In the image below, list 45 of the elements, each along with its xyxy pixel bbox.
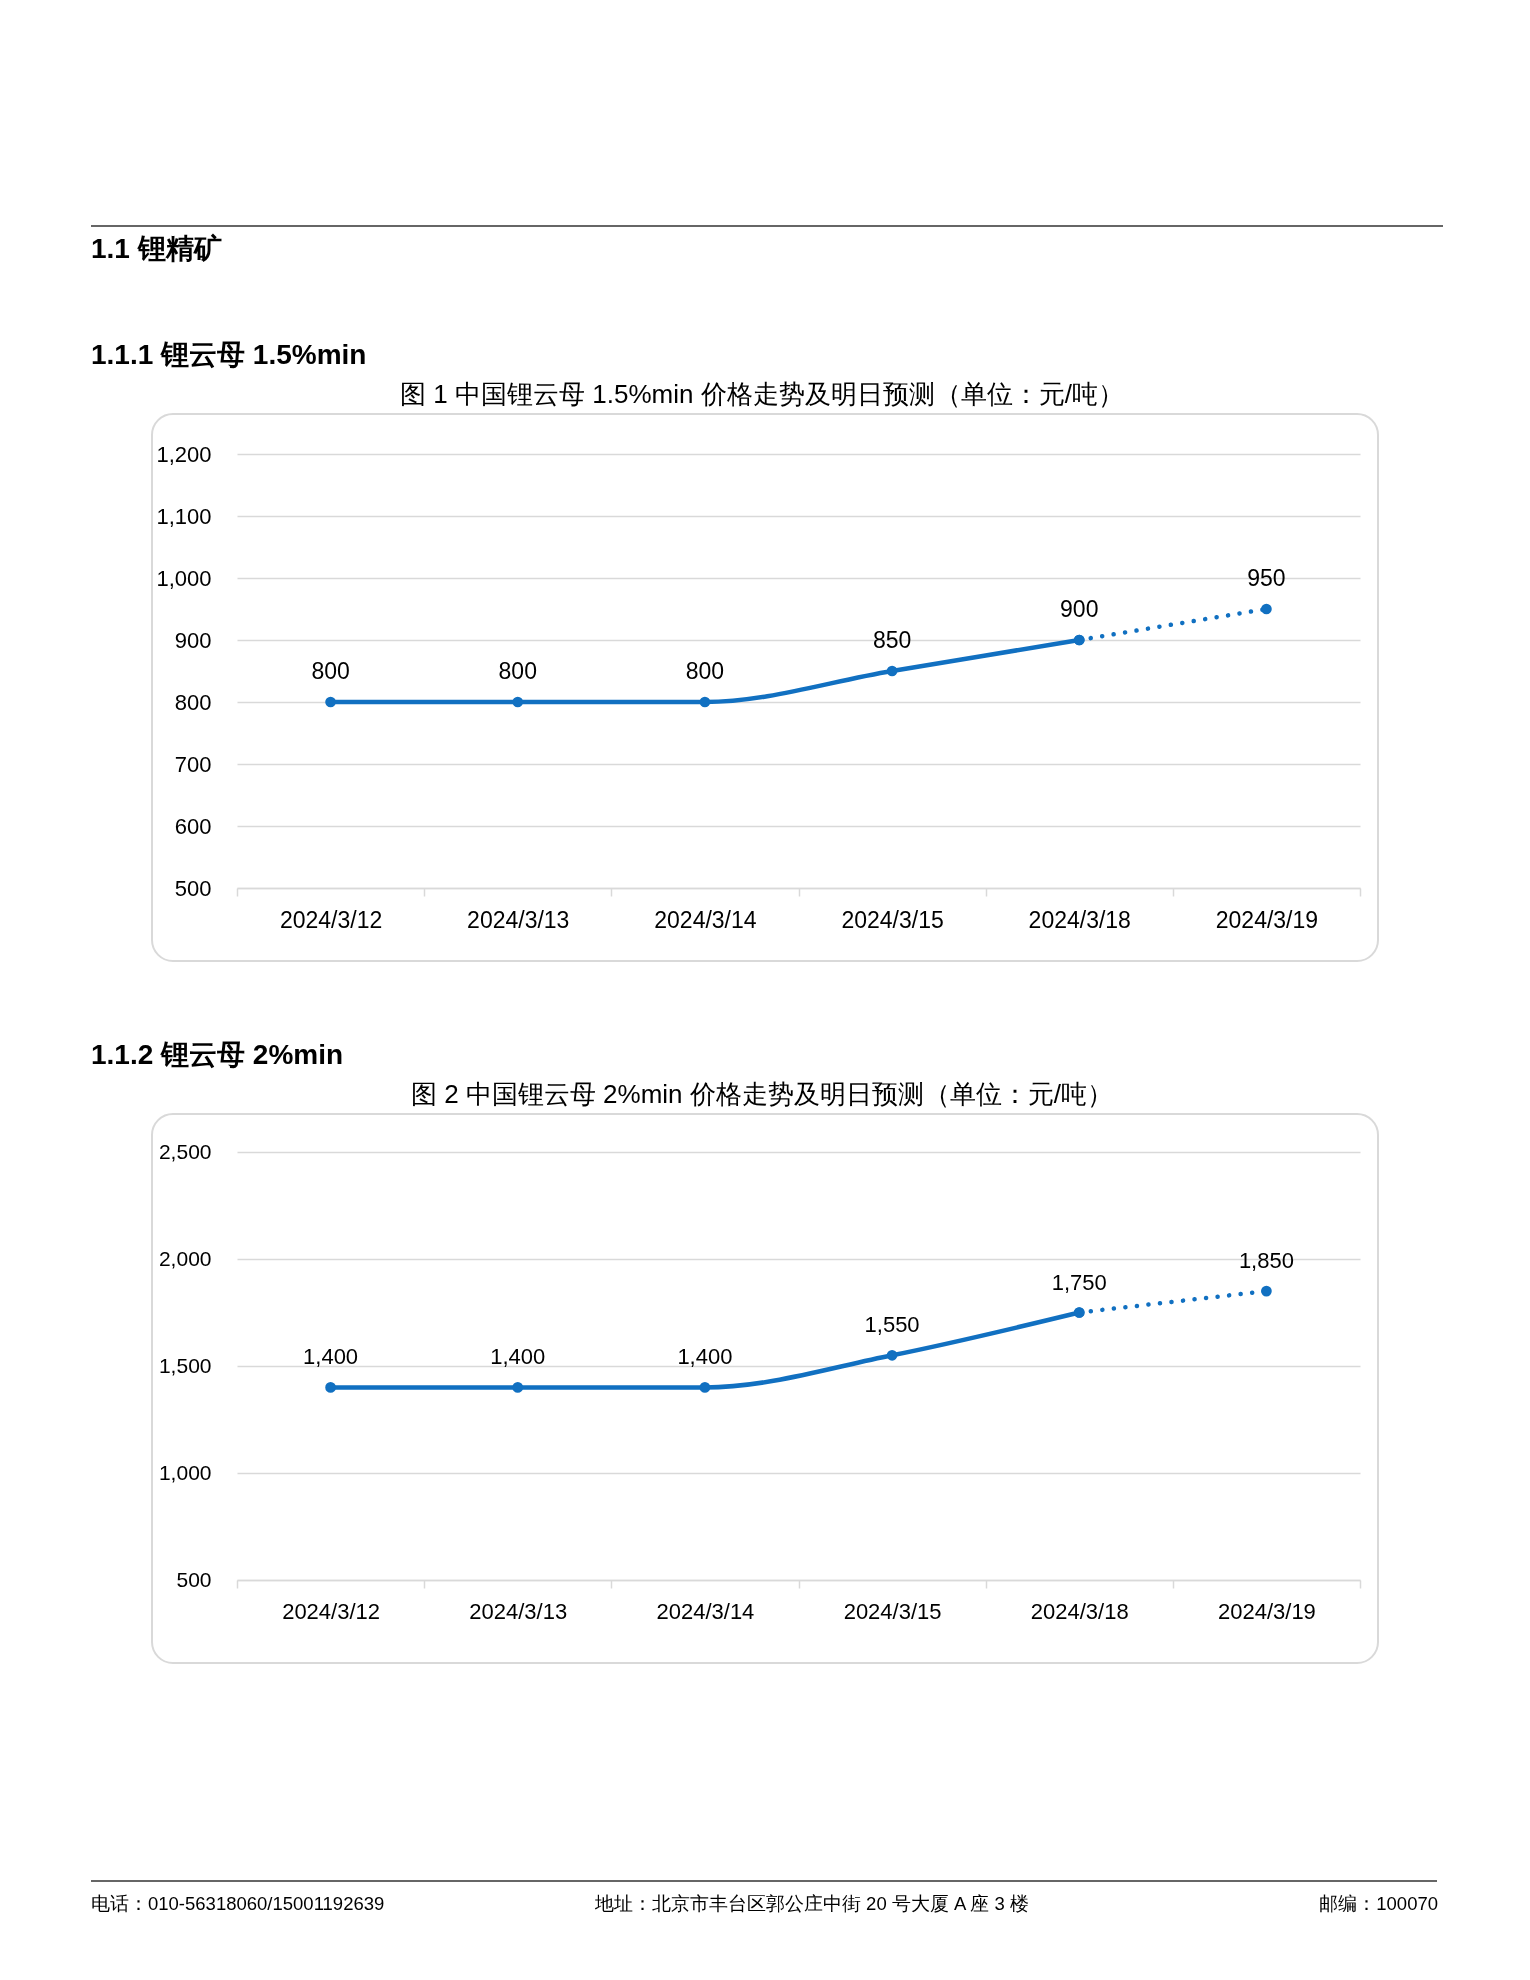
- x-tick-label: 2024/3/15: [841, 906, 944, 933]
- y-tick-label: 2,000: [158, 1246, 212, 1270]
- x-tick-label: 2024/3/14: [656, 1598, 755, 1624]
- x-tick-label: 2024/3/18: [1030, 1598, 1129, 1624]
- x-tick-label: 2024/3/18: [1028, 906, 1131, 933]
- x-tick-label: 2024/3/12: [282, 1598, 381, 1624]
- text: 1.1.2 锂云母 2%min: [91, 1038, 344, 1072]
- data-label: 1,550: [864, 1312, 920, 1338]
- x-tick-label: 2024/3/13: [467, 906, 570, 933]
- data-label: 1,400: [490, 1344, 546, 1370]
- x-tick-label: 2024/3/19: [1215, 906, 1319, 933]
- y-tick-label: 500: [176, 1567, 212, 1591]
- data-label: 950: [1247, 565, 1286, 591]
- y-tick-label: 1,100: [156, 503, 212, 529]
- text: 地址：北京市丰台区郭公庄中街 20 号大厦 A 座 3 楼: [594, 1893, 1030, 1915]
- data-label: 900: [1060, 596, 1099, 622]
- data-label: 800: [498, 658, 537, 684]
- data-label: 1,400: [303, 1344, 359, 1370]
- data-label: 800: [685, 658, 725, 684]
- x-tick-label: 2024/3/13: [469, 1598, 568, 1624]
- y-tick-label: 1,200: [156, 441, 212, 467]
- data-label: 800: [311, 658, 350, 684]
- text: 电话：010-56318060/15001192639: [91, 1893, 385, 1915]
- y-tick-label: 600: [174, 813, 212, 839]
- text: 1.1.1 锂云母 1.5%min: [91, 338, 367, 372]
- y-tick-label: 900: [174, 627, 212, 653]
- text: 邮编：100070: [1319, 1893, 1438, 1915]
- chart-title: 图 2 中国锂云母 2%min 价格走势及明日预测（单位：元/吨）: [410, 1079, 1114, 1110]
- x-tick-label: 2024/3/15: [843, 1598, 942, 1624]
- chart-title: 图 1 中国锂云母 1.5%min 价格走势及明日预测（单位：元/吨）: [400, 379, 1124, 410]
- x-tick-label: 2024/3/12: [279, 906, 383, 933]
- y-tick-label: 700: [174, 751, 212, 777]
- y-tick-label: 500: [174, 875, 212, 901]
- y-tick-label: 1,000: [158, 1460, 212, 1484]
- y-tick-label: 1,500: [158, 1353, 212, 1377]
- y-tick-label: 1,000: [156, 565, 212, 591]
- x-tick-label: 2024/3/19: [1217, 1598, 1316, 1624]
- data-label: 850: [872, 627, 912, 653]
- y-tick-label: 800: [174, 689, 212, 715]
- x-tick-label: 2024/3/14: [654, 906, 757, 933]
- data-label: 1,850: [1238, 1248, 1294, 1274]
- data-label: 1,750: [1051, 1269, 1107, 1295]
- data-label: 1,400: [677, 1344, 733, 1370]
- text: 1.1 锂精矿: [91, 232, 222, 266]
- y-tick-label: 2,500: [158, 1139, 212, 1163]
